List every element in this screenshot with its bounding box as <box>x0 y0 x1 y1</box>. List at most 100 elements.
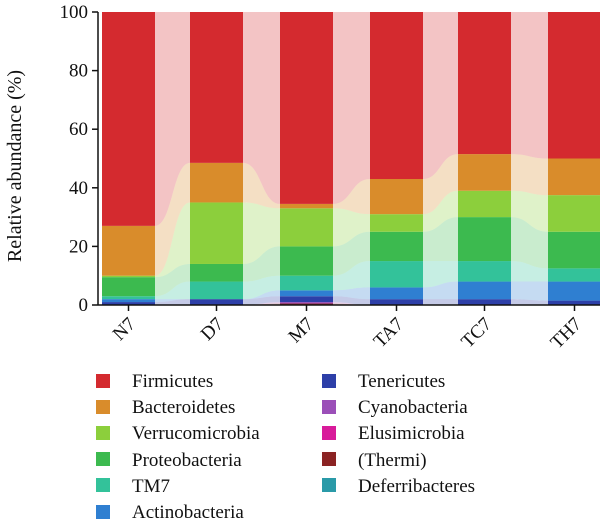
bar-segment-tc7-verrucomicrobia <box>458 190 511 218</box>
legend-label: Actinobacteria <box>132 502 244 523</box>
legend-swatch <box>322 478 336 493</box>
legend-label: Firmicutes <box>132 371 214 392</box>
bar-segment-tc7-tm7 <box>458 261 511 282</box>
bar-segment-n7-verrucomicrobia <box>102 275 155 278</box>
y-tick-label: 100 <box>60 2 89 23</box>
legend-item-proteobacteria: Proteobacteria <box>96 450 242 472</box>
legend-swatch <box>322 399 336 414</box>
legend-item-elusimicrobia: Elusimicrobia <box>322 423 465 445</box>
flow-band-tenericutes <box>511 299 548 305</box>
legend-label: Deferribacteres <box>358 475 476 497</box>
bar-segment-tc7-bacteroidetes <box>458 154 511 191</box>
bar-segment-m7-tenericutes <box>280 296 333 303</box>
legend-swatch <box>96 504 110 519</box>
y-axis-label: Relative abundance (%) <box>4 70 26 262</box>
bar-segment-n7-bacteroidetes <box>102 225 155 276</box>
bar-segment-m7-proteobacteria <box>280 246 333 276</box>
legend-swatch <box>96 373 110 388</box>
flow-band-proteobacteria <box>333 231 370 276</box>
flow-band-verrucomicrobia <box>243 202 280 264</box>
flow-band-tm7 <box>333 261 370 291</box>
bar-segment-n7-proteobacteria <box>102 277 155 297</box>
legend-item-tenericutes: Tenericutes <box>322 371 445 393</box>
bar-segment-d7-proteobacteria <box>190 263 243 282</box>
flow-band-firmicutes <box>243 12 280 204</box>
bar-segment-n7-actinobacteria <box>102 299 155 303</box>
y-tick-label: 20 <box>69 236 88 257</box>
legend-label: Tenericutes <box>358 371 446 392</box>
bar-segment-m7-cyanobacteria <box>280 302 333 304</box>
legend-swatch <box>96 426 110 441</box>
bar-segment-m7-actinobacteria <box>280 290 333 297</box>
bar-segment-d7-bacteroidetes <box>190 162 243 203</box>
flow-band-tm7 <box>155 281 190 300</box>
legend-label: TM7 <box>132 475 170 497</box>
bar-segment-ta7-bacteroidetes <box>370 179 423 215</box>
bar-segment-d7-verrucomicrobia <box>190 202 243 264</box>
flow-band-actinobacteria <box>511 281 548 301</box>
flow-band-cyanobacteria <box>333 302 370 305</box>
flow-band-tm7 <box>511 261 548 282</box>
flow-band-tenericutes <box>243 296 280 305</box>
bar-segment-th7-tenericutes <box>548 300 600 305</box>
y-tick-label: 80 <box>69 61 88 82</box>
bar-segment-tc7-tenericutes <box>458 299 511 305</box>
flow-band-firmicutes <box>511 12 548 159</box>
legend-item-verrucomicrobia: Verrucomicrobia <box>96 423 260 445</box>
bar-segment-d7-tm7 <box>190 281 243 300</box>
flow-band-tenericutes <box>155 299 190 305</box>
flow-band-verrucomicrobia <box>333 208 370 247</box>
flow-band-bacteroidetes <box>423 154 458 215</box>
bar-segment-th7-bacteroidetes <box>548 158 600 196</box>
legend-item-deferribacteres: Deferribacteres <box>322 476 475 498</box>
flow-band-cyanobacteria <box>243 302 280 305</box>
legend-swatch <box>96 399 110 414</box>
bar-segment-n7-tm7 <box>102 296 155 300</box>
legend-item-firmicutes: Firmicutes <box>96 371 213 393</box>
legend-swatch <box>96 452 110 467</box>
legend-item-thermi: (Thermi) <box>322 450 427 472</box>
bar-segment-m7-verrucomicrobia <box>280 208 333 247</box>
legend-item-cyanobacteria: Cyanobacteria <box>322 397 468 419</box>
flow-bands <box>155 12 548 305</box>
flow-band-verrucomicrobia <box>423 190 458 232</box>
flow-band-verrucomicrobia <box>155 202 190 278</box>
bar-segment-th7-tm7 <box>548 268 600 282</box>
flow-band-tenericutes <box>333 296 370 305</box>
flow-band-actinobacteria <box>243 290 280 300</box>
flow-band-verrucomicrobia <box>511 190 548 232</box>
bar-segment-ta7-actinobacteria <box>370 287 423 300</box>
flow-band-bacteroidetes <box>155 162 190 276</box>
y-tick-label: 40 <box>69 178 88 199</box>
legend-swatch <box>322 452 336 467</box>
bar-segment-d7-firmicutes <box>190 12 243 163</box>
legend-label: Cyanobacteria <box>358 397 468 419</box>
bar-segment-m7-firmicutes <box>280 12 333 204</box>
bar-segment-th7-verrucomicrobia <box>548 195 600 232</box>
flow-band-proteobacteria <box>511 217 548 269</box>
y-tick-label: 0 <box>79 295 89 316</box>
bar-segment-tc7-firmicutes <box>458 12 511 155</box>
bar-segment-th7-actinobacteria <box>548 281 600 301</box>
flow-band-firmicutes <box>155 12 190 226</box>
legend-label: (Thermi) <box>358 449 427 471</box>
legend-swatch <box>96 478 110 493</box>
flow-band-firmicutes <box>423 12 458 180</box>
bar-segment-tc7-actinobacteria <box>458 281 511 300</box>
bar-segment-n7-tenericutes <box>102 302 155 305</box>
flow-band-firmicutes <box>333 12 370 204</box>
bar-segment-tc7-proteobacteria <box>458 217 511 262</box>
flow-band-tenericutes <box>423 299 458 305</box>
legend-label: Bacteroidetes <box>132 397 236 419</box>
legend-label: Proteobacteria <box>132 449 242 471</box>
flow-band-bacteroidetes <box>243 162 280 209</box>
bars <box>102 12 600 305</box>
bar-segment-th7-firmicutes <box>548 12 600 159</box>
flow-band-proteobacteria <box>423 217 458 262</box>
flow-band-actinobacteria <box>423 281 458 300</box>
flow-band-actinobacteria <box>155 299 190 303</box>
flow-band-proteobacteria <box>243 246 280 282</box>
legend-item-bacteroidetes: Bacteroidetes <box>96 397 235 419</box>
flow-band-bacteroidetes <box>333 179 370 215</box>
